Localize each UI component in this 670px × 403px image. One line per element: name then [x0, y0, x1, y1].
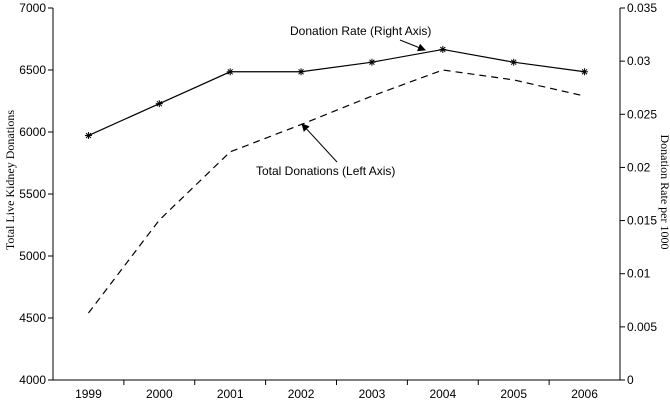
- right-tick-label: 0.01: [627, 267, 651, 281]
- right-axis-ticks: 0 0.005 0.01 0.015 0.02 0.025 0.03 0.035: [620, 1, 657, 387]
- donation-rate-point: [226, 68, 234, 76]
- left-tick-label: 5500: [19, 187, 46, 201]
- donation-rate-point: [155, 100, 163, 108]
- x-tick-label: 2002: [288, 387, 315, 401]
- left-axis-title: Total Live Kidney Donations: [3, 110, 17, 250]
- donation-rate-point: [581, 68, 589, 76]
- left-tick-label: 4000: [19, 373, 46, 387]
- right-tick-label: 0.005: [627, 320, 657, 334]
- x-tick-label: 2000: [146, 387, 173, 401]
- right-tick-label: 0: [627, 373, 634, 387]
- donation-rate-arrow: [399, 39, 426, 52]
- left-axis-ticks: 4000 4500 5000 5500 6000 6500 7000: [19, 1, 53, 387]
- left-tick-label: 7000: [19, 1, 46, 15]
- x-tick-label: 2003: [359, 387, 386, 401]
- x-tick-label: 2004: [429, 387, 456, 401]
- x-tick-label: 2006: [571, 387, 598, 401]
- series-group: [84, 45, 589, 314]
- donation-rate-line: [88, 48, 585, 137]
- donation-rate-point: [368, 58, 376, 66]
- x-axis-ticks: 1999 2000 2001 2002 2003 2004 2005 2006: [75, 380, 598, 401]
- left-tick-label: 4500: [19, 311, 46, 325]
- left-tick-label: 6000: [19, 125, 46, 139]
- total-donations-arrow: [301, 123, 338, 163]
- left-tick-label: 6500: [19, 63, 46, 77]
- right-axis-title: Donation Rate per 1000: [658, 135, 670, 250]
- right-tick-label: 0.035: [627, 1, 657, 15]
- x-tick-label: 2005: [500, 387, 527, 401]
- x-tick-label: 1999: [75, 387, 102, 401]
- total-donations-annotation: Total Donations (Left Axis): [256, 164, 395, 178]
- left-tick-label: 5000: [19, 249, 46, 263]
- donation-rate-point: [297, 68, 305, 76]
- total-donations-line: [87, 69, 585, 314]
- donation-rate-point: [84, 132, 92, 140]
- right-tick-label: 0.015: [627, 214, 657, 228]
- donation-rate-point: [510, 58, 518, 66]
- right-tick-label: 0.025: [627, 107, 657, 121]
- donation-rate-point: [439, 45, 447, 53]
- right-tick-label: 0.02: [627, 160, 651, 174]
- donation-rate-annotation: Donation Rate (Right Axis): [290, 24, 431, 38]
- x-tick-label: 2001: [217, 387, 244, 401]
- right-tick-label: 0.03: [627, 54, 651, 68]
